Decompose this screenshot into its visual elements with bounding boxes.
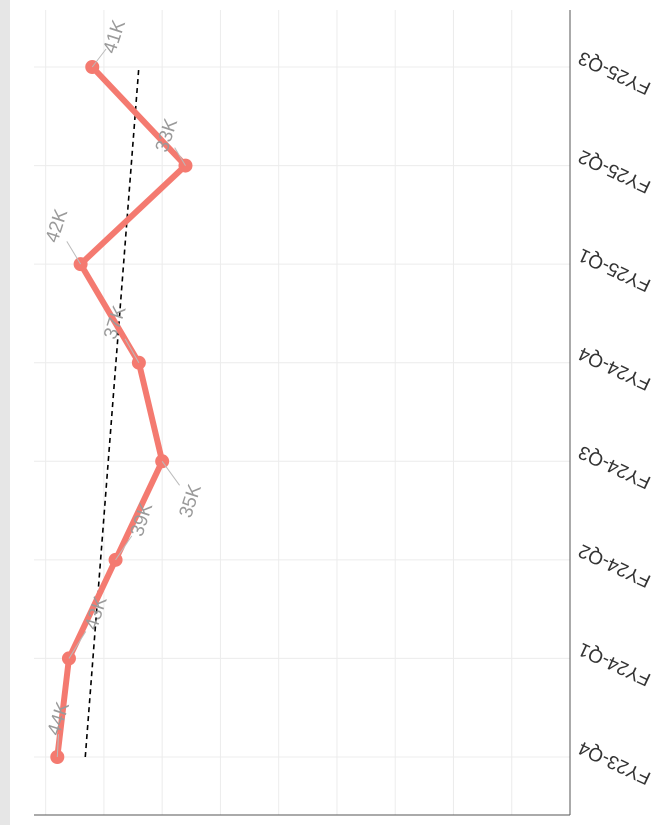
data-label: 43K bbox=[81, 594, 112, 633]
leader-line bbox=[124, 338, 140, 363]
leader-line bbox=[66, 241, 82, 265]
data-label: 44K bbox=[44, 699, 75, 738]
category-label: FY24-Q4 bbox=[575, 342, 654, 394]
category-label: FY24-Q1 bbox=[575, 638, 654, 690]
leader-line bbox=[56, 734, 60, 758]
category-label: FY25-Q3 bbox=[575, 47, 654, 99]
side-strip bbox=[0, 0, 10, 825]
leader-line bbox=[174, 147, 186, 166]
category-label: FY24-Q2 bbox=[575, 539, 654, 591]
category-label: FY25-Q2 bbox=[575, 145, 654, 197]
category-label: FY25-Q1 bbox=[575, 244, 654, 296]
data-label: 33K bbox=[152, 116, 183, 155]
leader-line bbox=[68, 631, 87, 659]
data-label: 35K bbox=[176, 482, 207, 521]
line-series bbox=[54, 64, 189, 758]
trend-line bbox=[84, 66, 140, 758]
category-label: FY23-Q4 bbox=[575, 736, 654, 788]
leader-line bbox=[161, 460, 180, 486]
data-label: 39K bbox=[127, 500, 158, 539]
leader-line bbox=[91, 48, 107, 68]
leader-line bbox=[115, 535, 133, 561]
data-label: 42K bbox=[42, 206, 73, 245]
category-label: FY24-Q3 bbox=[575, 441, 654, 493]
